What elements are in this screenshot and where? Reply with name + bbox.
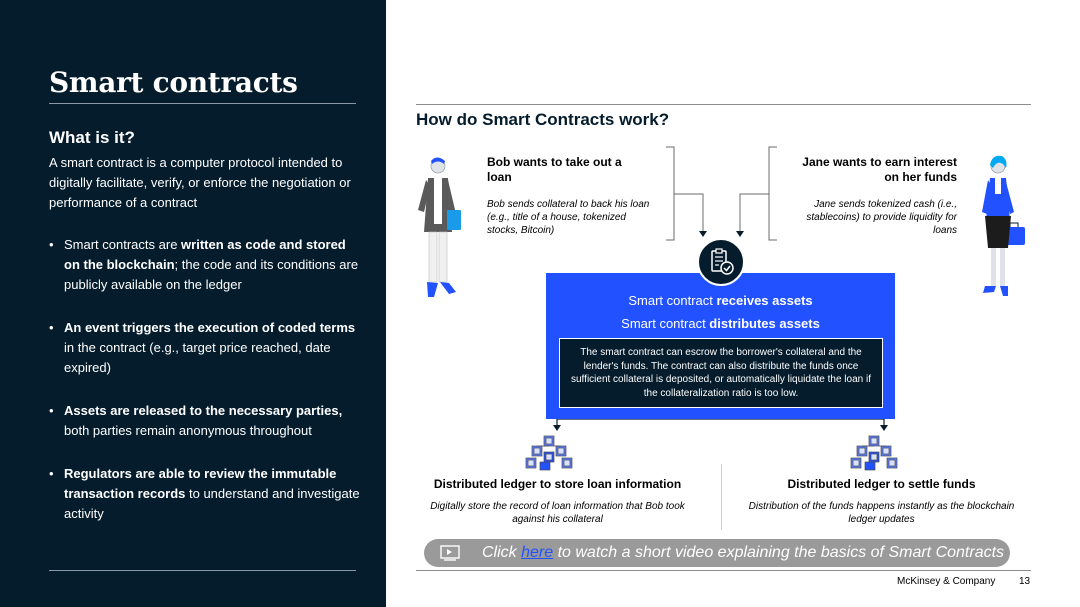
ledger-right-description: Distribution of the funds happens instan… bbox=[748, 501, 1015, 525]
bullet-item: Assets are released to the necessary par… bbox=[49, 401, 361, 441]
bob-heading: Bob wants to take out a loan bbox=[487, 155, 622, 184]
footer-divider bbox=[416, 570, 1031, 571]
person-bob-icon bbox=[418, 157, 461, 297]
bullet-item: Regulators are able to review the immuta… bbox=[49, 464, 361, 524]
section-subtitle: What is it? bbox=[49, 128, 135, 147]
blockchain-cubes-icon bbox=[850, 435, 898, 471]
video-play-icon bbox=[440, 545, 460, 561]
jane-arrow-head bbox=[736, 231, 744, 237]
bullet-list: Smart contracts are written as code and … bbox=[49, 235, 361, 547]
jane-description: Jane sends tokenized cash (i.e., stablec… bbox=[806, 199, 957, 236]
header-divider bbox=[416, 104, 1031, 105]
contract-check-icon bbox=[697, 238, 745, 286]
left-panel: Smart contracts What is it? A smart cont… bbox=[0, 0, 386, 607]
page-title: Smart contracts bbox=[49, 66, 298, 99]
bob-arrow-head bbox=[699, 231, 707, 237]
page-number: 13 bbox=[1019, 576, 1031, 587]
bullet-item: Smart contracts are written as code and … bbox=[49, 235, 361, 295]
ledger-divider bbox=[721, 464, 722, 530]
bottom-divider bbox=[49, 570, 356, 571]
video-banner[interactable]: Click here to watch a short video explai… bbox=[424, 539, 1010, 567]
contract-distributes-label: Smart contract distributes assets bbox=[621, 316, 820, 331]
bob-connector bbox=[666, 146, 704, 241]
left-ledger-arrow bbox=[553, 425, 561, 431]
jane-connector bbox=[739, 146, 777, 241]
ledger-left-heading: Distributed ledger to store loan informa… bbox=[433, 477, 682, 491]
jane-heading: Jane wants to earn interest on her funds bbox=[802, 155, 957, 184]
ledger-right-heading: Distributed ledger to settle funds bbox=[787, 477, 976, 491]
contract-receives-label: Smart contract receives assets bbox=[628, 293, 813, 308]
video-caption: Click here to watch a short video explai… bbox=[482, 544, 1005, 561]
bob-description: Bob sends collateral to back his loan (e… bbox=[487, 199, 650, 236]
person-jane-icon bbox=[982, 155, 1025, 296]
blockchain-cubes-icon bbox=[525, 435, 573, 471]
contract-detail-box: The smart contract can escrow the borrow… bbox=[559, 338, 883, 408]
intro-text: A smart contract is a computer protocol … bbox=[49, 155, 351, 210]
diagram-title: How do Smart Contracts work? bbox=[416, 110, 670, 129]
bullet-item: An event triggers the execution of coded… bbox=[49, 318, 361, 378]
ledger-left-description: Digitally store the record of loan infor… bbox=[430, 501, 685, 525]
title-divider bbox=[49, 103, 356, 104]
video-link[interactable]: here bbox=[521, 544, 554, 561]
right-ledger-arrow bbox=[880, 425, 888, 431]
footer-brand: McKinsey & Company bbox=[897, 576, 996, 587]
